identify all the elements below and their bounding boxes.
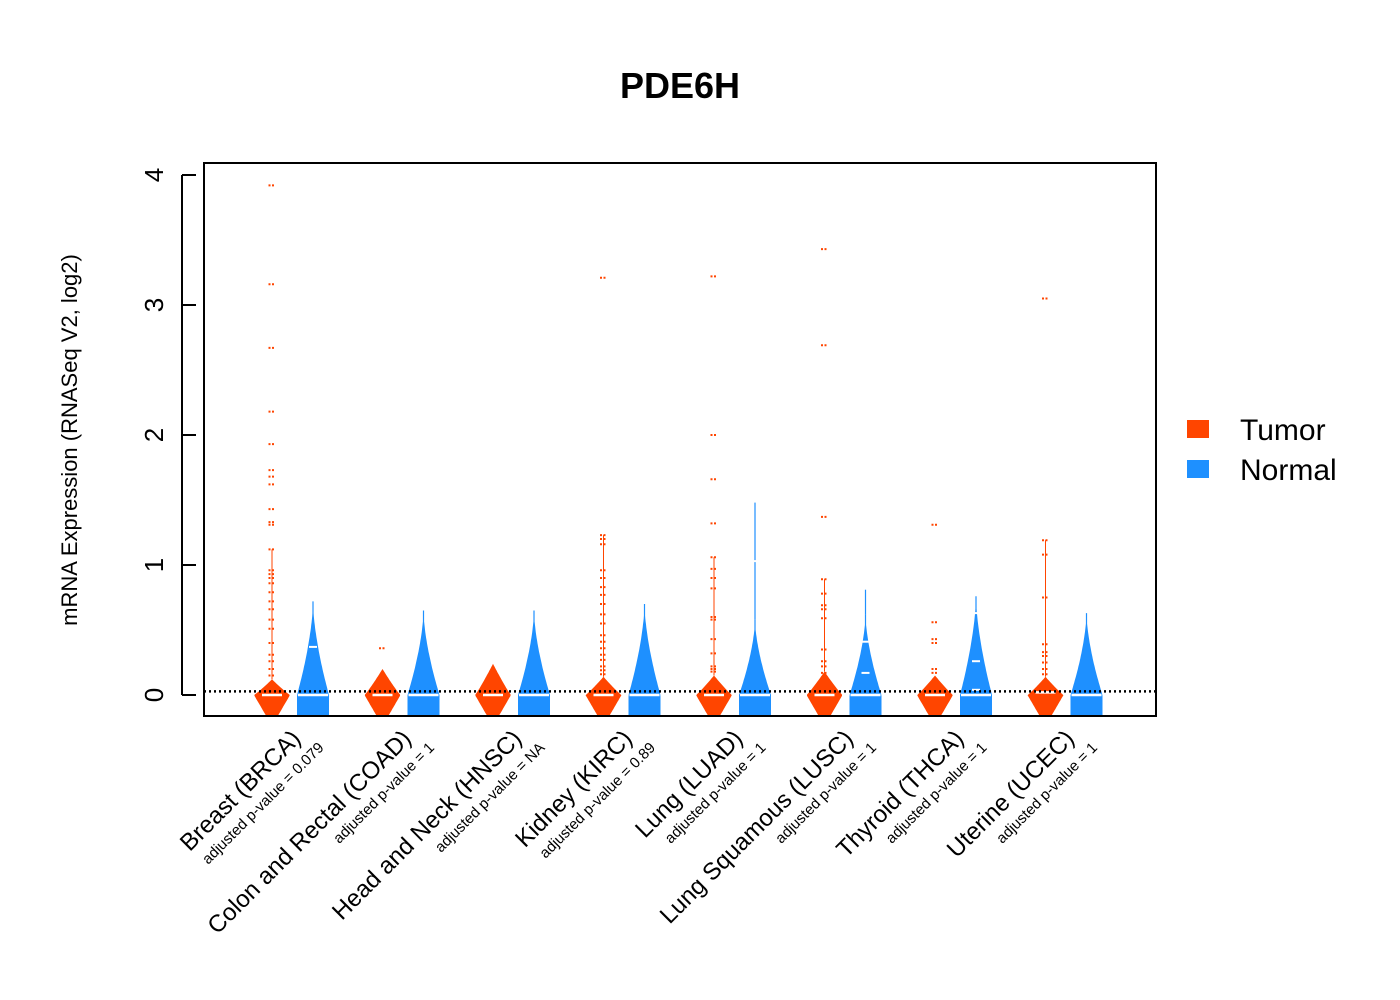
y-tick-label-3: 3 [139, 298, 169, 312]
violin-normal-lung-luad [739, 619, 771, 716]
y-axis: 0 1 2 3 4 [139, 168, 196, 702]
violin-normal-thyroid-thca [960, 596, 992, 716]
plot-area [203, 162, 1157, 717]
y-tick-label-0: 0 [139, 688, 169, 702]
plot-frame [203, 162, 1157, 717]
y-tick-label-1: 1 [139, 558, 169, 572]
violin-normal-breast-brca [297, 601, 329, 716]
violin-normal-uterine-ucec [1070, 613, 1103, 716]
violin-tumor-kidney-kirc [585, 676, 622, 716]
violin-normal-colon-and-rectal-coad [407, 610, 440, 716]
violin-tumor-lung-luad [696, 675, 732, 716]
legend-label-normal: Normal [1240, 454, 1337, 487]
violin-tumor-breast-brca [254, 679, 290, 716]
violin-tumor-head-and-neck-hnsc [475, 663, 511, 716]
x-label-group-kidney-kirc: Kidney (KIRC)adjusted p-value = 0.89 [510, 725, 659, 862]
legend-swatch-tumor [1187, 420, 1209, 438]
legend-label-tumor: Tumor [1240, 414, 1326, 447]
y-tick-label-2: 2 [139, 428, 169, 442]
y-tick-label-4: 4 [139, 168, 169, 182]
violin-normal-kidney-kirc [628, 604, 661, 716]
y-axis-label: mRNA Expression (RNASeq V2, log2) [57, 254, 82, 626]
violin-tumor-thyroid-thca [917, 675, 953, 716]
violin-tumor-colon-and-rectal-coad [364, 669, 401, 716]
x-axis-labels: Breast (BRCA)adjusted p-value = 0.079Col… [175, 725, 1101, 939]
violin-normal-head-and-neck-hnsc [518, 610, 550, 716]
legend-swatch-normal [1187, 460, 1209, 478]
plot-content [254, 184, 1103, 716]
violin-tumor-uterine-ucec [1027, 676, 1064, 716]
legend: Tumor Normal [1187, 414, 1337, 487]
chart-title: PDE6H [620, 65, 740, 106]
violin-normal-lung-squamous-lusc [849, 614, 882, 716]
